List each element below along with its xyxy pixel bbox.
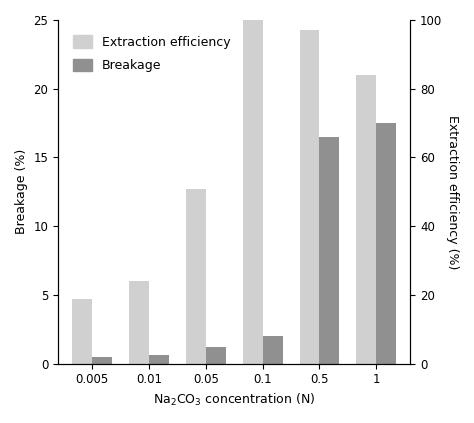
Bar bbox=[263, 336, 283, 364]
Bar bbox=[186, 189, 206, 364]
Bar bbox=[129, 281, 149, 364]
Y-axis label: Extraction efficiency (%): Extraction efficiency (%) bbox=[446, 115, 459, 269]
Bar bbox=[92, 357, 112, 364]
Bar bbox=[356, 75, 376, 364]
Bar bbox=[376, 123, 396, 364]
Bar bbox=[206, 347, 226, 364]
Bar bbox=[73, 299, 92, 364]
Bar bbox=[319, 137, 339, 364]
Bar bbox=[243, 20, 263, 364]
Y-axis label: Breakage (%): Breakage (%) bbox=[15, 149, 28, 234]
X-axis label: Na$_2$CO$_3$ concentration (N): Na$_2$CO$_3$ concentration (N) bbox=[153, 392, 315, 408]
Legend: Extraction efficiency, Breakage: Extraction efficiency, Breakage bbox=[68, 30, 236, 77]
Bar bbox=[300, 30, 319, 364]
Bar bbox=[149, 355, 169, 364]
